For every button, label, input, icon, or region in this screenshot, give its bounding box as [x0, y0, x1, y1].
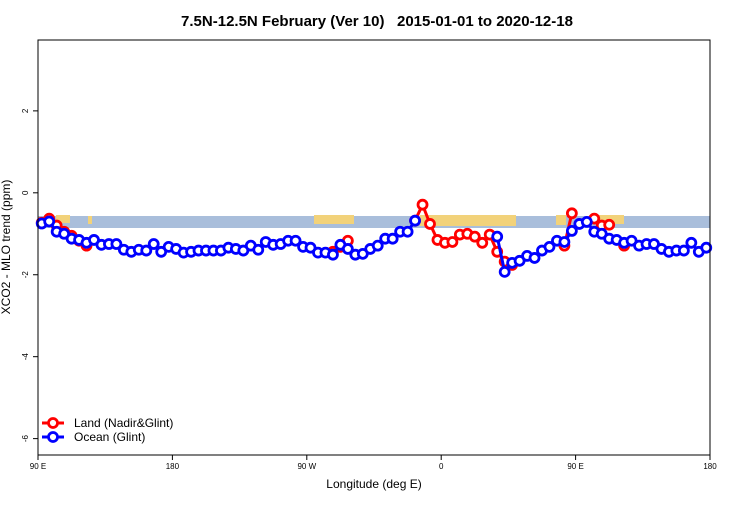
data-point — [446, 236, 459, 248]
data-point — [371, 239, 384, 252]
x-tick-label: 180 — [166, 462, 180, 471]
data-point — [409, 214, 421, 227]
data-point — [289, 234, 302, 247]
y-axis-label: XCO2 - MLO trend (ppm) — [0, 180, 13, 315]
data-point — [424, 218, 436, 230]
data-point — [528, 252, 541, 264]
plot-area — [37, 198, 713, 278]
legend-label: Land (Nadir&Glint) — [74, 416, 173, 430]
x-tick-label: 90 E — [30, 462, 46, 471]
legend-label: Ocean (Glint) — [74, 430, 145, 444]
data-point — [498, 265, 511, 278]
data-point — [468, 230, 481, 243]
data-point — [140, 244, 153, 257]
data-point — [700, 241, 713, 254]
x-tick-label: 180 — [703, 462, 717, 471]
data-point — [580, 215, 593, 228]
x-tick-label: 90 W — [297, 462, 316, 471]
data-point — [543, 240, 556, 253]
data-point — [565, 207, 578, 220]
data-point — [252, 243, 265, 256]
data-point — [491, 230, 504, 243]
legend-marker — [47, 417, 59, 429]
data-point — [401, 225, 414, 238]
data-point — [565, 225, 578, 237]
y-tick-label: 2 — [21, 108, 30, 113]
chart-title: 7.5N-12.5N February (Ver 10) 2015-01-01 … — [181, 13, 573, 30]
land-mask-band — [38, 216, 710, 228]
data-point — [43, 215, 56, 228]
data-point — [558, 236, 571, 248]
x-axis-label: Longitude (deg E) — [326, 477, 421, 491]
y-tick-label: 0 — [21, 190, 30, 195]
data-point — [386, 232, 399, 245]
data-point — [110, 238, 123, 250]
legend-marker — [47, 431, 59, 443]
data-point — [677, 244, 690, 257]
y-tick-label: -4 — [21, 353, 30, 361]
data-point — [685, 236, 698, 249]
x-tick-label: 0 — [439, 462, 444, 471]
data-point — [327, 248, 339, 261]
y-tick-label: -6 — [21, 435, 30, 443]
x-tick-label: 90 E — [567, 462, 583, 471]
y-tick-label: -2 — [21, 271, 30, 279]
data-point — [147, 238, 160, 250]
plot-frame — [37, 39, 711, 456]
legend: Land (Nadir&Glint)Ocean (Glint) — [42, 416, 173, 444]
data-point — [476, 236, 489, 249]
data-point — [603, 218, 616, 231]
data-point — [341, 243, 354, 255]
data-point — [416, 198, 429, 211]
